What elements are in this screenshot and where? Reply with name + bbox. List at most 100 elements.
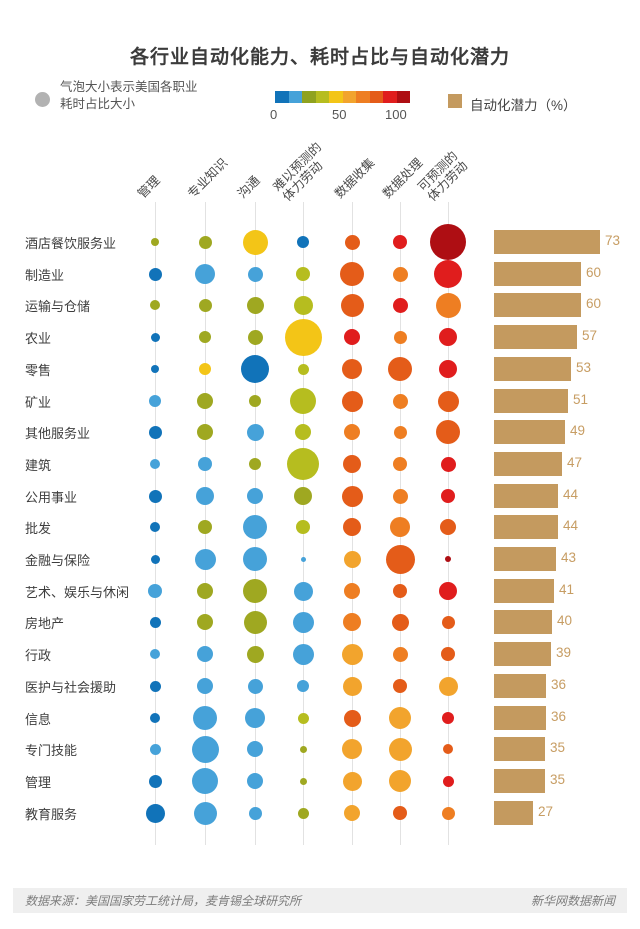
- bubble: [440, 519, 456, 535]
- potential-value: 27: [538, 804, 554, 819]
- bubble: [342, 359, 362, 379]
- potential-value: 40: [557, 613, 573, 628]
- bubble: [344, 805, 360, 821]
- bubble: [242, 229, 268, 255]
- potential-value: 35: [550, 772, 566, 787]
- bubble: [342, 739, 362, 759]
- bubble: [192, 768, 218, 794]
- industry-label: 金融与保险: [25, 553, 91, 568]
- bubble: [194, 548, 216, 570]
- potential-value: 44: [563, 518, 579, 533]
- bubble-size-legend-line2: 耗时占比大小: [60, 97, 136, 111]
- potential-legend-swatch: [448, 94, 462, 108]
- bubble: [297, 807, 309, 819]
- bubble: [344, 583, 360, 599]
- potential-bar: [494, 293, 581, 317]
- bubble: [243, 515, 267, 539]
- bubble: [297, 363, 309, 375]
- bubble: [148, 774, 162, 788]
- bubble: [150, 713, 160, 723]
- page-title: 各行业自动化能力、耗时占比与自动化潜力: [129, 47, 510, 68]
- bubble: [197, 614, 213, 630]
- potential-value: 49: [570, 423, 586, 438]
- potential-value: 44: [563, 487, 579, 502]
- industry-label: 教育服务: [25, 807, 78, 822]
- bubble: [300, 556, 306, 562]
- bubble: [150, 522, 160, 532]
- potential-value: 43: [561, 550, 577, 565]
- bubble: [340, 262, 364, 286]
- color-scale-segment: [396, 91, 410, 103]
- bubble: [287, 448, 319, 480]
- bubble: [198, 520, 212, 534]
- bubble: [151, 365, 159, 373]
- industry-label: 管理: [25, 775, 52, 790]
- bubble: [149, 395, 161, 407]
- bubble: [295, 424, 311, 440]
- bubble: [393, 679, 407, 693]
- potential-bar: [494, 547, 556, 571]
- column-header: 数据收集: [332, 155, 378, 201]
- bubble: [246, 296, 264, 314]
- potential-value: 36: [551, 709, 567, 724]
- potential-bar: [494, 515, 558, 539]
- bubble: [342, 676, 362, 696]
- industry-label: 信息: [25, 712, 52, 727]
- bubble: [199, 363, 211, 375]
- potential-value: 60: [586, 296, 602, 311]
- bubble-size-legend: 气泡大小表示美国各职业 耗时占比大小: [60, 79, 198, 113]
- bubble: [441, 647, 455, 661]
- potential-bar: [494, 452, 562, 476]
- potential-bar: [494, 230, 600, 254]
- bubble: [388, 737, 412, 761]
- bubble: [247, 488, 263, 504]
- bubble: [148, 425, 162, 439]
- footer: 数据来源：美国国家劳工统计局，麦肯锡全球研究所 新华网数据新闻: [13, 888, 627, 913]
- bubble: [436, 420, 460, 444]
- color-scale-segment: [302, 91, 316, 103]
- bubble: [292, 643, 314, 665]
- bubble-size-legend-line1: 气泡大小表示美国各职业: [60, 80, 198, 94]
- bubble: [199, 331, 211, 343]
- bubble: [149, 743, 161, 755]
- bubble: [297, 680, 309, 692]
- bubble: [292, 611, 314, 633]
- bubble: [343, 455, 361, 473]
- potential-bar: [494, 769, 545, 793]
- column-header: 可预测的 体力劳动: [415, 148, 471, 204]
- potential-bar: [494, 262, 581, 286]
- potential-value: 73: [605, 233, 621, 248]
- bubble: [245, 708, 265, 728]
- bubble: [290, 388, 316, 414]
- column-header: 管理: [135, 173, 163, 201]
- bubble: [197, 393, 213, 409]
- bubble: [392, 646, 408, 662]
- bubble: [198, 457, 212, 471]
- potential-value: 57: [582, 328, 598, 343]
- bubble: [148, 584, 162, 598]
- color-scale-segment: [315, 91, 329, 103]
- bubble: [246, 645, 264, 663]
- industry-label: 其他服务业: [25, 426, 91, 441]
- potential-bar: [494, 579, 554, 603]
- bubble: [341, 390, 363, 412]
- bubble: [196, 487, 214, 505]
- bubble: [430, 224, 466, 260]
- bubble: [343, 550, 361, 568]
- bubble: [150, 649, 160, 659]
- scale-tick-50: 50: [332, 107, 347, 122]
- bubble: [390, 517, 410, 537]
- potential-bar: [494, 357, 571, 381]
- bubble: [197, 583, 213, 599]
- color-scale-segment: [342, 91, 356, 103]
- bubble: [341, 485, 363, 507]
- bubble: [191, 735, 219, 763]
- potential-bar: [494, 484, 558, 508]
- credit: 新华网数据新闻: [530, 894, 615, 908]
- bubble: [150, 554, 160, 564]
- bubble: [247, 329, 263, 345]
- bubble: [344, 424, 360, 440]
- bubble: [293, 581, 313, 601]
- bubble: [342, 771, 362, 791]
- bubble: [445, 556, 451, 562]
